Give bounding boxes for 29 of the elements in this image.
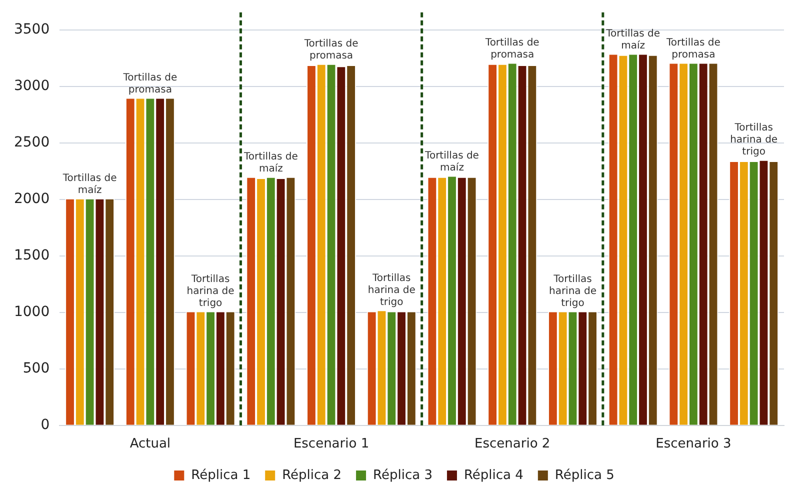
legend-label: Réplica 4 — [464, 468, 524, 483]
y-tick-label: 1500 — [14, 248, 50, 264]
annotation: Tortillas harina de trigo — [186, 274, 234, 309]
x-tick-label: Escenario 3 — [656, 436, 732, 452]
x-tick-label: Escenario 2 — [474, 436, 550, 452]
annotation: Tortillas de promasa — [303, 38, 358, 62]
x-tick-label: Actual — [130, 436, 171, 452]
annotation: Tortillas de maíz — [242, 151, 298, 174]
annotation: Tortillas de promasa — [122, 72, 178, 96]
legend-label: Réplica 5 — [554, 468, 614, 483]
annotation: Tortillas de maíz — [62, 172, 117, 196]
y-tick-label: 0 — [40, 417, 50, 434]
annotation: Tortillas de maíz — [424, 150, 479, 174]
legend-label: Réplica 3 — [373, 468, 432, 483]
y-tick-label: 1000 — [14, 304, 50, 320]
annotation: Tortillas harina de trigo — [730, 122, 778, 158]
annotation: Tortillas de promasa — [665, 37, 720, 60]
y-tick-label: 3000 — [14, 78, 50, 94]
annotation: Tortillas de maíz — [605, 28, 660, 52]
legend-label: Réplica 1 — [191, 468, 251, 483]
annotation: Tortillas harina de trigo — [368, 272, 416, 308]
y-tick-label: 3500 — [14, 22, 50, 38]
y-tick-label: 500 — [22, 360, 50, 377]
x-tick-label: Escenario 1 — [293, 436, 370, 452]
annotation: Tortillas harina de trigo — [548, 274, 596, 309]
legend-label: Réplica 2 — [282, 468, 342, 483]
y-tick-label: 2500 — [14, 134, 50, 151]
annotation: Tortillas de promasa — [484, 37, 540, 60]
y-tick-label: 2000 — [14, 191, 50, 208]
